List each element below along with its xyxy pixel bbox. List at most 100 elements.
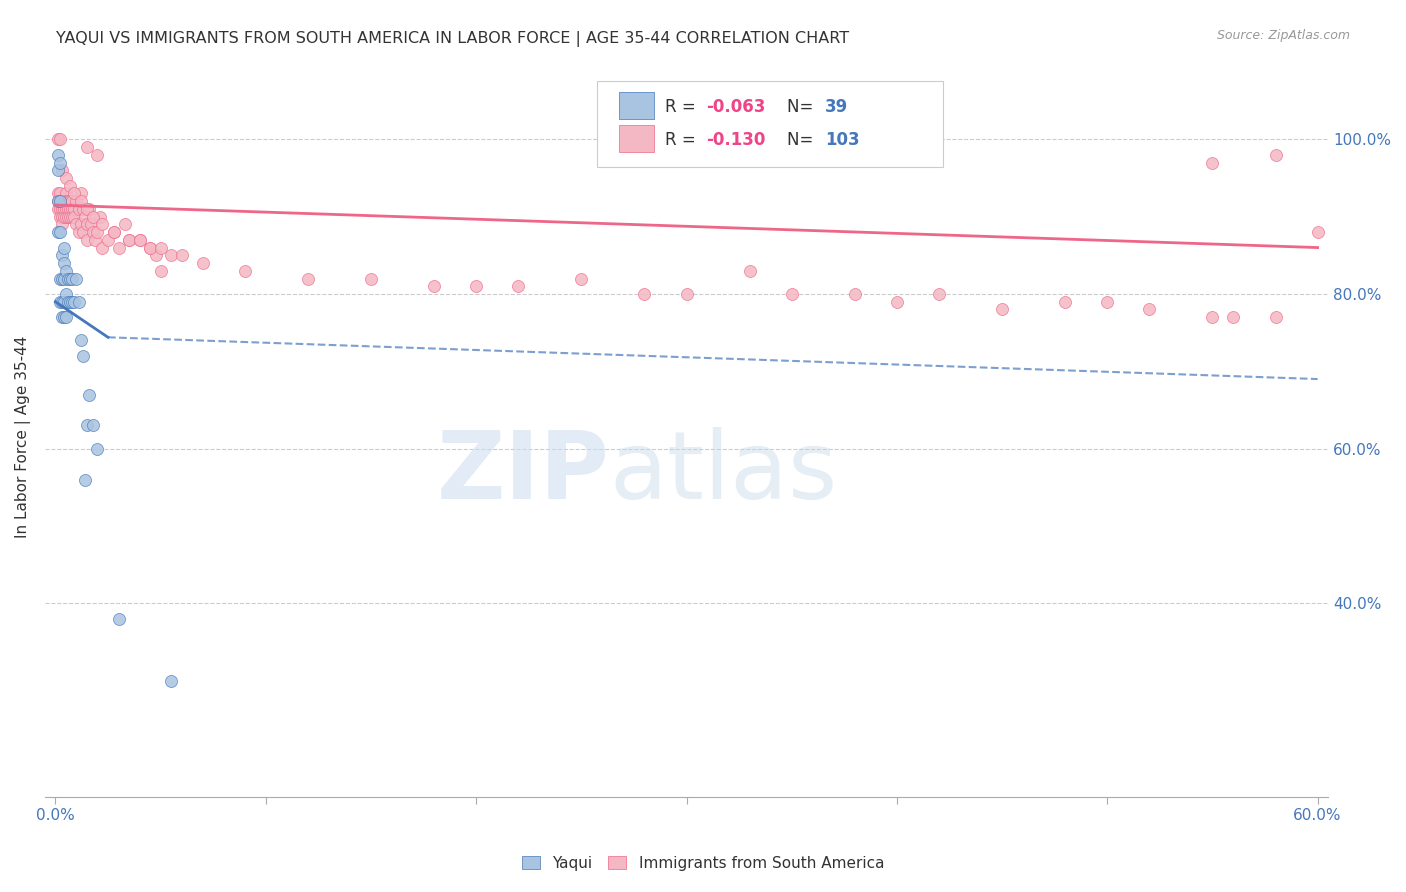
Point [52,310,75,325]
Point [1137,302,1160,317]
Point [1264,310,1286,325]
Point [160,673,183,688]
Point [59,202,82,216]
Text: 103: 103 [825,131,859,149]
Point [82,225,104,239]
Point [59,194,82,209]
Point [89,210,111,224]
Point [56,210,79,224]
Point [82,418,104,433]
Point [1201,310,1223,325]
Point [233,264,256,278]
Point [76,418,98,433]
Point [928,287,950,301]
Point [69,218,91,232]
Point [118,233,141,247]
Point [60,210,83,224]
Point [56,194,79,209]
Point [738,264,761,278]
Point [60,271,83,285]
Point [69,194,91,209]
Point [69,334,91,348]
Point [67,294,90,309]
Point [103,225,125,239]
Point [569,271,592,285]
Text: 39: 39 [825,98,848,116]
Point [1264,148,1286,162]
Point [46,132,69,146]
Point [1201,155,1223,169]
Point [67,202,90,216]
Point [886,294,908,309]
Point [844,132,866,146]
Point [73,210,96,224]
Point [46,225,69,239]
Text: atlas: atlas [610,427,838,519]
Point [65,194,87,209]
Point [51,271,73,285]
Point [139,241,162,255]
Point [48,155,70,169]
Point [675,287,697,301]
Point [145,248,167,262]
Point [52,241,75,255]
Point [51,163,73,178]
Text: N=: N= [786,131,818,149]
Point [191,256,214,270]
Text: -0.063: -0.063 [706,98,765,116]
Point [59,178,82,193]
Point [423,279,446,293]
Point [46,194,69,209]
Text: Source: ZipAtlas.com: Source: ZipAtlas.com [1216,29,1350,42]
Point [69,186,91,201]
Point [60,194,83,209]
Point [139,241,162,255]
Point [46,186,69,201]
Point [90,241,112,255]
Y-axis label: In Labor Force | Age 35-44: In Labor Force | Age 35-44 [15,336,31,538]
Point [1097,294,1119,309]
Point [55,310,77,325]
Point [67,225,90,239]
Point [86,148,108,162]
Text: N=: N= [786,98,818,116]
Point [114,218,136,232]
FancyBboxPatch shape [596,81,943,168]
Point [1222,310,1244,325]
FancyBboxPatch shape [619,92,654,120]
Point [48,132,70,146]
Point [103,225,125,239]
Point [97,233,120,247]
Point [51,202,73,216]
Point [360,271,382,285]
Point [844,287,866,301]
Point [55,186,77,201]
Point [48,271,70,285]
Point [76,140,98,154]
Point [52,202,75,216]
Point [46,194,69,209]
Point [59,210,82,224]
Text: -0.130: -0.130 [706,131,765,149]
Point [55,210,77,224]
Point [107,612,129,626]
Point [72,202,94,216]
Point [1054,294,1077,309]
Point [149,241,172,255]
Point [128,233,150,247]
Point [77,387,100,401]
Point [51,294,73,309]
Point [55,194,77,209]
Point [780,287,803,301]
Point [65,218,87,232]
Point [77,202,100,216]
Point [72,349,94,363]
Point [465,279,488,293]
Point [48,202,70,216]
Point [56,294,79,309]
Point [51,248,73,262]
Text: R =: R = [665,98,700,116]
Point [63,202,86,216]
Point [55,287,77,301]
Text: ZIP: ZIP [437,427,610,519]
